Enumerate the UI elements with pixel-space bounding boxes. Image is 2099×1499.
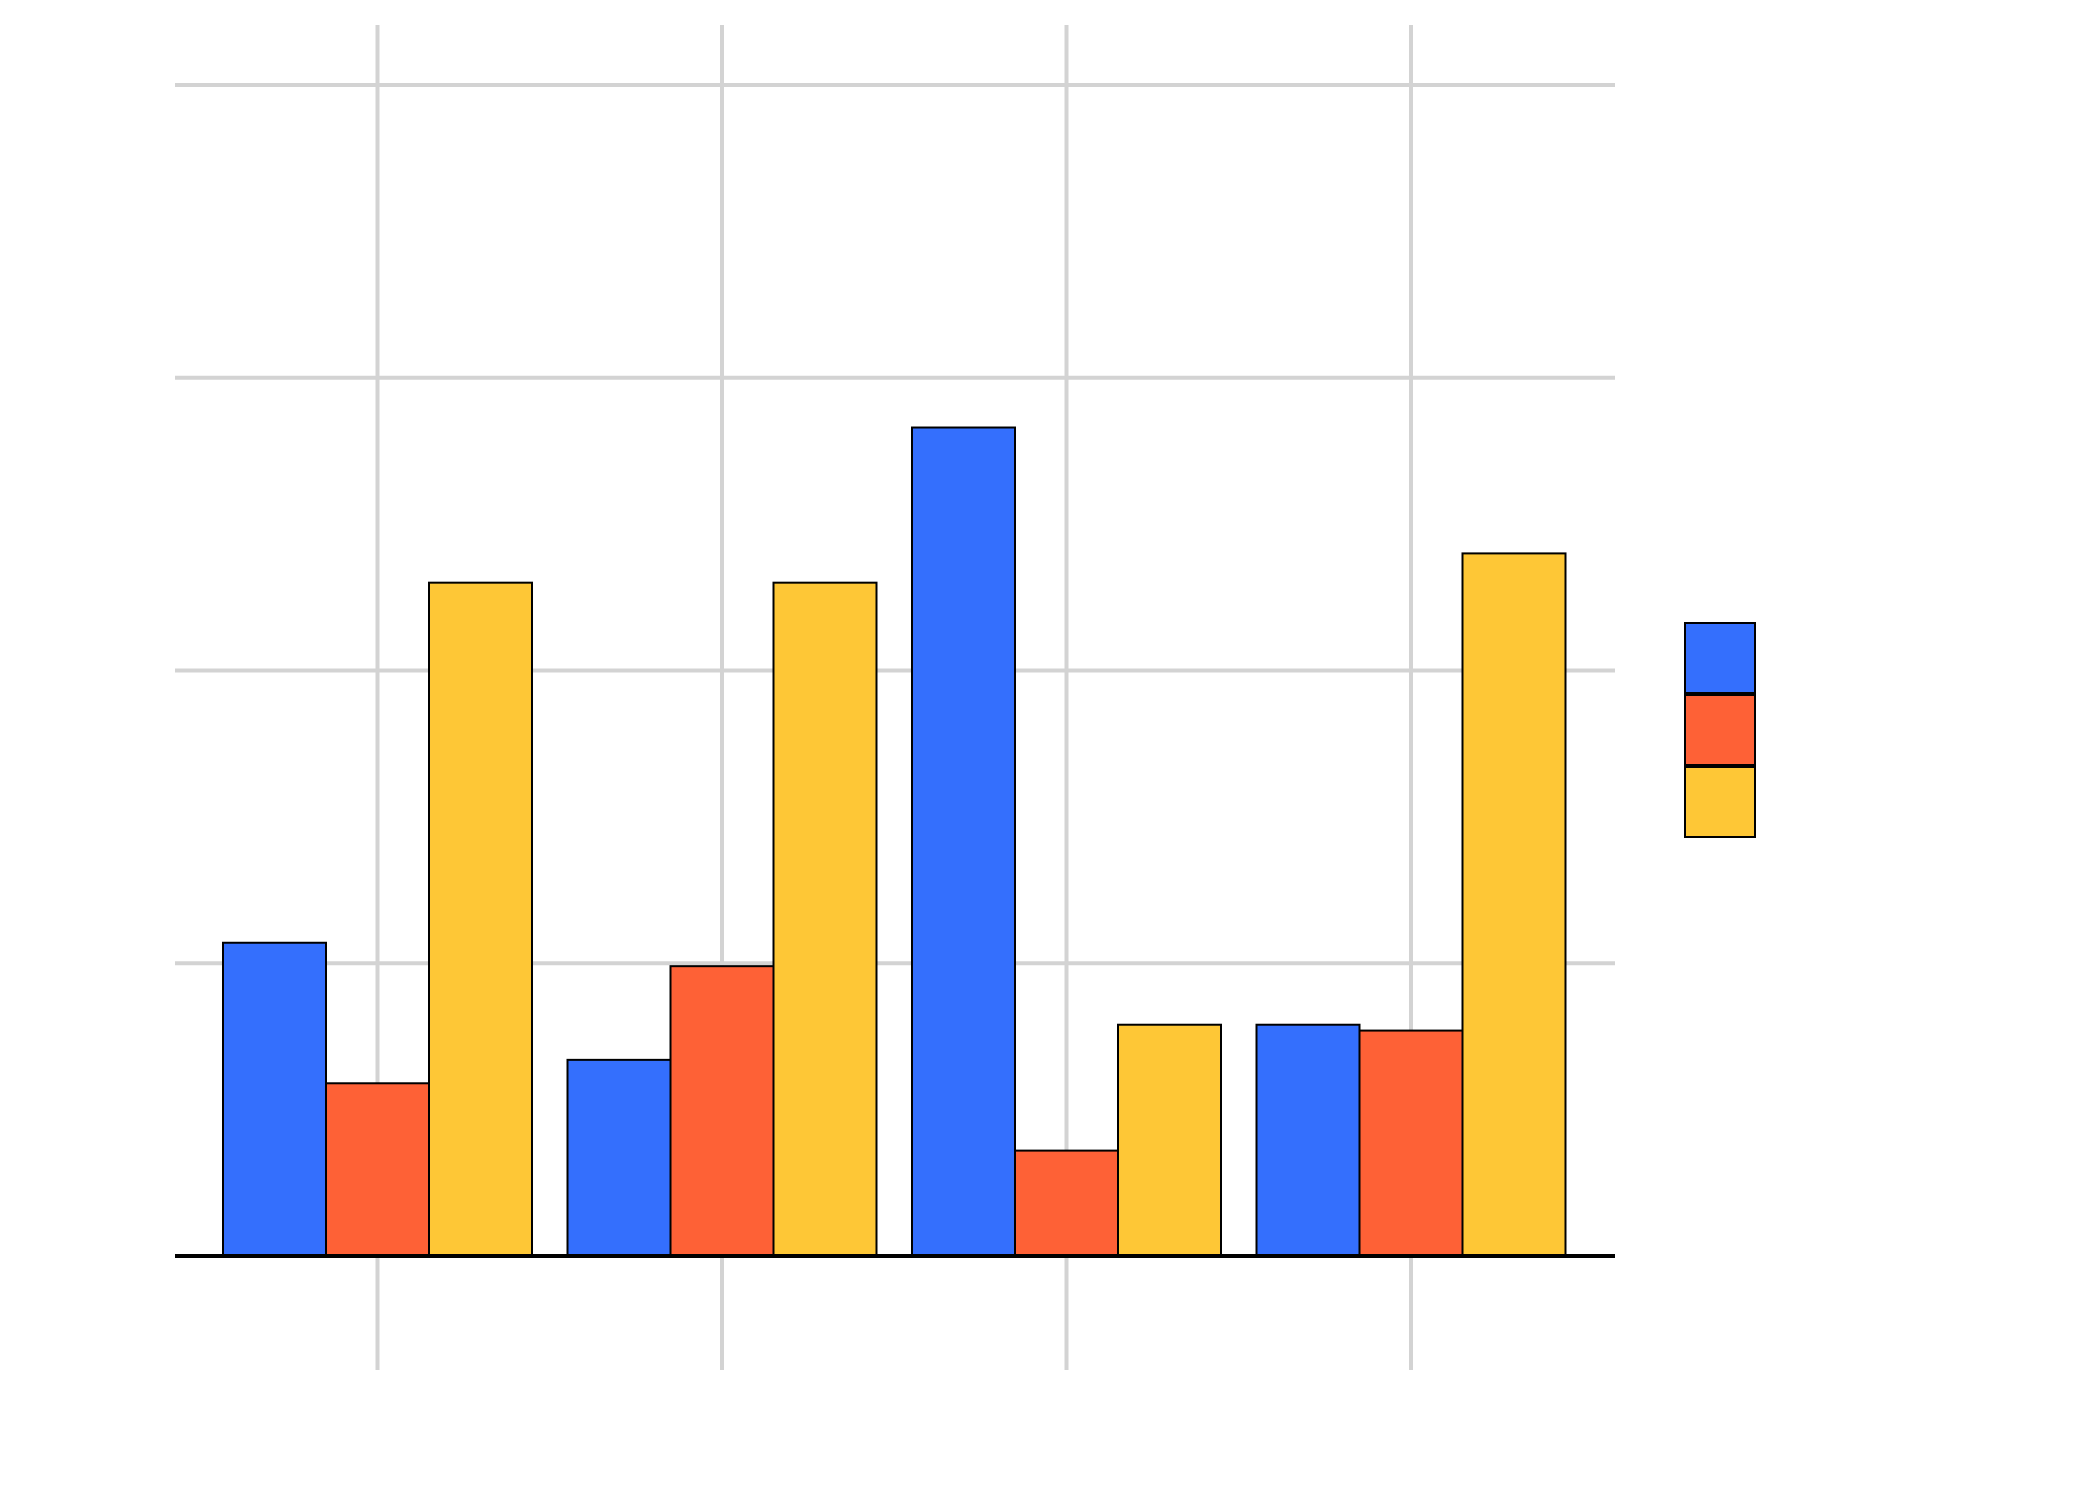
bar-group3-series3 [1117, 1023, 1222, 1258]
bar-group4-series3 [1461, 552, 1567, 1257]
bar-group1-series1 [222, 941, 327, 1257]
legend [1684, 622, 1756, 838]
legend-swatch-series3 [1684, 766, 1756, 838]
bar-group2-series3 [772, 581, 878, 1257]
legend-swatch-series1 [1684, 622, 1756, 694]
bar-group2-series2 [669, 965, 775, 1257]
bar-group2-series1 [566, 1058, 672, 1258]
bar-group3-series2 [1014, 1149, 1119, 1257]
grid [175, 25, 1615, 1370]
bar-group3-series1 [911, 426, 1016, 1257]
bar-group4-series1 [1255, 1023, 1361, 1258]
bar-group4-series2 [1358, 1029, 1464, 1258]
bars [222, 426, 1567, 1258]
bar-group1-series3 [428, 581, 533, 1257]
legend-swatch-series2 [1684, 694, 1756, 766]
bar-group1-series2 [325, 1082, 430, 1257]
